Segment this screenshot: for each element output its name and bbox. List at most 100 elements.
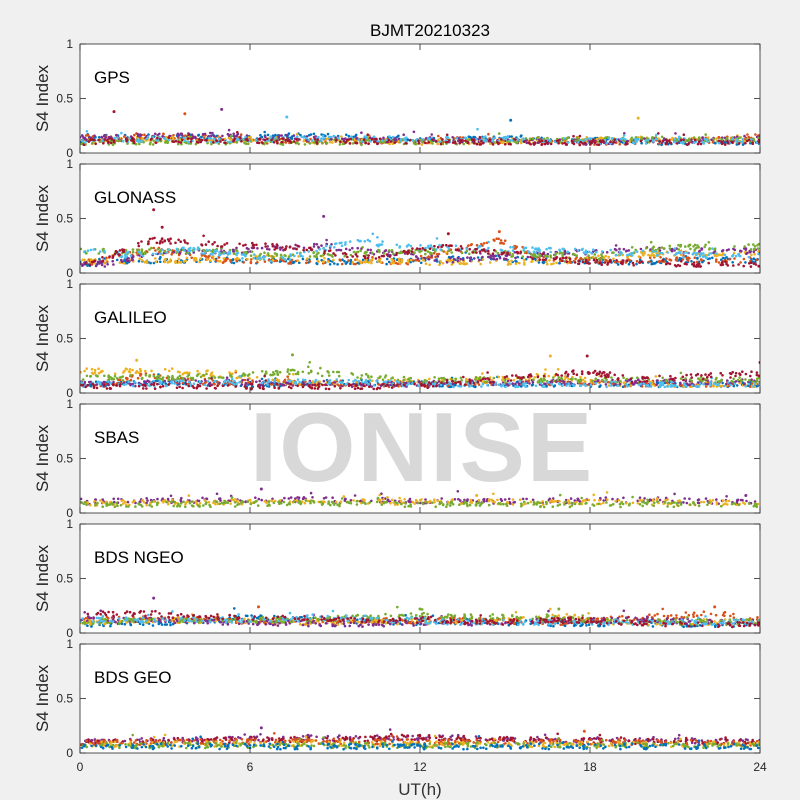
data-point xyxy=(523,261,526,264)
data-point xyxy=(511,245,515,249)
data-point xyxy=(111,143,115,146)
data-point xyxy=(140,240,143,243)
data-point xyxy=(513,251,517,254)
data-point xyxy=(456,259,460,263)
data-point xyxy=(634,379,637,383)
data-point xyxy=(397,137,401,141)
data-point xyxy=(743,134,746,138)
data-point xyxy=(474,247,477,251)
data-point xyxy=(336,383,339,386)
data-point xyxy=(416,257,420,261)
data-point xyxy=(181,372,184,376)
data-point xyxy=(352,137,356,141)
data-point xyxy=(512,384,515,387)
data-point xyxy=(427,257,431,261)
data-point xyxy=(305,248,309,252)
data-point xyxy=(504,257,508,261)
data-point xyxy=(98,140,102,144)
data-point xyxy=(531,246,534,249)
data-point xyxy=(371,232,375,236)
data-point xyxy=(389,140,393,143)
data-point xyxy=(395,258,399,262)
data-point xyxy=(136,376,140,380)
data-point xyxy=(339,248,343,252)
data-point xyxy=(370,258,374,261)
data-point xyxy=(487,240,490,244)
data-point xyxy=(535,372,539,376)
data-point xyxy=(131,248,135,251)
data-point xyxy=(284,254,287,258)
data-point xyxy=(101,255,104,259)
data-point xyxy=(579,256,583,260)
data-point xyxy=(105,259,108,262)
data-point xyxy=(428,247,432,250)
data-point xyxy=(614,383,617,386)
data-point xyxy=(707,261,710,265)
data-point xyxy=(292,134,296,137)
data-point xyxy=(324,134,327,138)
data-point xyxy=(448,256,452,260)
data-point xyxy=(107,378,111,381)
data-point xyxy=(547,374,551,378)
data-point xyxy=(226,252,229,256)
data-point xyxy=(522,248,525,252)
data-point xyxy=(341,252,345,255)
data-point xyxy=(207,240,210,243)
data-point xyxy=(94,264,98,268)
data-point xyxy=(227,136,231,140)
data-point xyxy=(81,258,84,262)
data-point xyxy=(196,373,200,376)
data-point xyxy=(142,140,145,144)
data-point xyxy=(124,253,127,257)
data-point xyxy=(532,378,535,382)
data-point xyxy=(177,238,180,242)
data-point xyxy=(476,127,479,131)
data-point xyxy=(493,136,497,140)
data-point xyxy=(381,139,384,142)
data-point xyxy=(102,141,105,145)
data-point xyxy=(288,372,291,376)
data-point xyxy=(287,132,291,135)
data-point xyxy=(361,246,364,249)
data-point xyxy=(366,248,370,252)
data-point xyxy=(192,251,195,254)
data-point xyxy=(527,250,531,254)
data-point xyxy=(650,254,654,257)
data-point xyxy=(255,243,258,247)
data-point xyxy=(109,141,113,145)
data-point xyxy=(234,249,238,252)
data-point xyxy=(459,245,463,248)
data-point xyxy=(167,136,170,139)
data-point xyxy=(249,260,253,264)
data-point xyxy=(365,253,368,257)
data-point xyxy=(728,257,731,261)
data-point xyxy=(584,251,588,255)
data-point xyxy=(223,243,226,246)
data-point xyxy=(624,138,627,141)
data-point xyxy=(274,133,277,137)
data-point xyxy=(228,140,231,144)
data-point xyxy=(262,258,266,261)
data-point xyxy=(282,383,286,387)
data-point xyxy=(235,135,238,138)
data-point xyxy=(642,254,645,257)
data-point xyxy=(81,264,84,268)
data-point xyxy=(622,376,625,380)
data-point xyxy=(322,247,325,250)
data-point xyxy=(309,369,313,373)
data-point xyxy=(93,134,96,137)
data-point xyxy=(461,258,465,261)
data-point xyxy=(443,382,446,385)
data-point xyxy=(348,248,352,252)
y-tick-label: 1 xyxy=(66,37,73,51)
data-point xyxy=(339,259,342,262)
data-point xyxy=(237,257,240,261)
data-point xyxy=(470,379,474,382)
data-point xyxy=(355,141,359,145)
data-point xyxy=(376,260,380,263)
data-point xyxy=(320,137,323,140)
data-point xyxy=(497,142,500,146)
data-point xyxy=(502,141,505,144)
data-point xyxy=(693,243,697,247)
data-point xyxy=(597,254,600,258)
